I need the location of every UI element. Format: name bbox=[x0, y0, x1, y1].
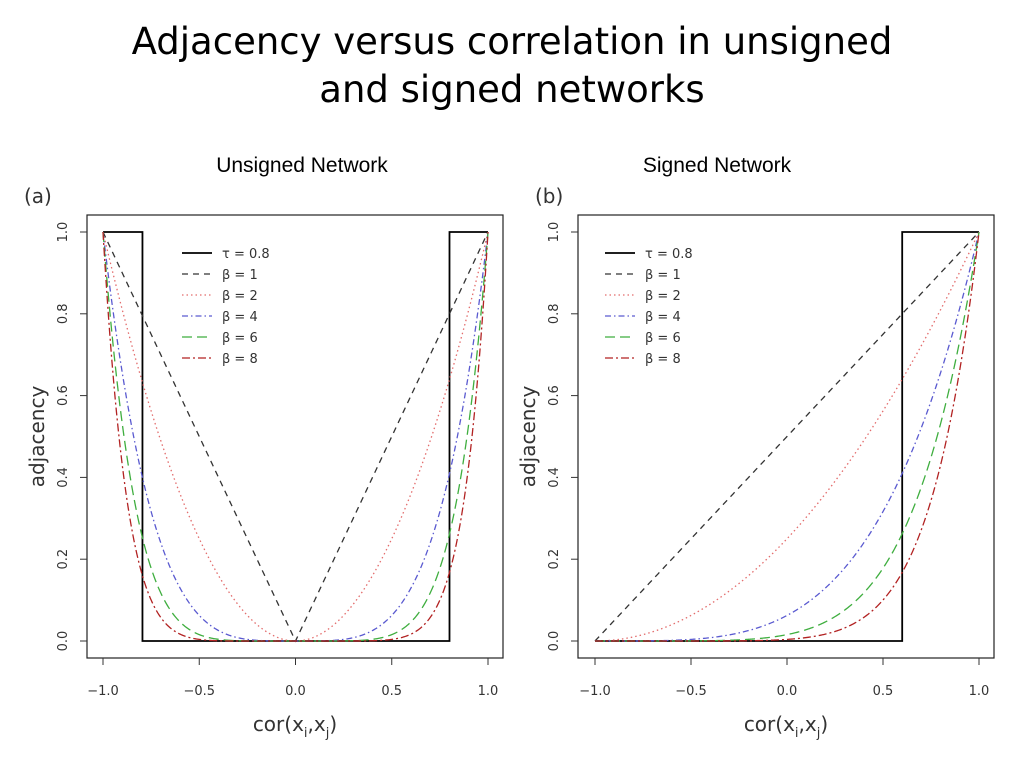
series-line-2 bbox=[595, 231, 980, 642]
y-tick-label: 0.6 bbox=[547, 385, 562, 406]
legend-label-1: β = 1 bbox=[645, 268, 681, 283]
x-tick-label: 0.0 bbox=[285, 684, 306, 699]
series-line-4 bbox=[102, 231, 489, 642]
legend-label-2: β = 2 bbox=[222, 289, 258, 304]
x-tick-label: −0.5 bbox=[183, 684, 215, 699]
chart-panel-0: (a) −1.0 −0.5 0.0 0.5 1.0 0.0 0.2 0.4 0.6 0.8 1.0 co… bbox=[24, 184, 504, 741]
y-tick-label: 0.8 bbox=[56, 303, 71, 324]
x-axis-label: cor(xi,xj) bbox=[744, 712, 828, 741]
slide-title-line-2: and signed networks bbox=[319, 68, 705, 111]
y-tick-label: 0.8 bbox=[547, 303, 562, 324]
y-tick-label: 0.2 bbox=[547, 549, 562, 570]
y-tick-label: 1.0 bbox=[56, 222, 71, 243]
legend-label-5: β = 8 bbox=[222, 352, 258, 367]
series-line-1 bbox=[594, 231, 980, 642]
legend-label-2: β = 2 bbox=[645, 289, 681, 304]
y-tick-label: 0.0 bbox=[547, 631, 562, 652]
series-line-5 bbox=[102, 231, 489, 642]
y-axis-label: adjacency bbox=[25, 386, 49, 488]
x-axis-label: cor(xi,xj) bbox=[253, 712, 337, 741]
x-tick-label: −1.0 bbox=[87, 684, 119, 699]
plot-frame bbox=[86, 214, 504, 659]
series-line-1 bbox=[102, 231, 489, 643]
y-tick-label: 0.0 bbox=[56, 631, 71, 652]
x-tick-label: 0.5 bbox=[873, 684, 894, 699]
x-tick-label: 0.5 bbox=[381, 684, 402, 699]
y-tick-label: 0.4 bbox=[56, 467, 71, 488]
y-tick-label: 1.0 bbox=[547, 222, 562, 243]
legend-label-4: β = 6 bbox=[645, 331, 681, 346]
legend-label-3: β = 4 bbox=[645, 310, 681, 325]
slide-title: Adjacency versus correlation in unsigned… bbox=[0, 18, 1024, 114]
x-tick-label: −0.5 bbox=[675, 684, 707, 699]
x-tick-label: 1.0 bbox=[478, 684, 499, 699]
x-tick-label: 1.0 bbox=[969, 684, 990, 699]
legend-label-0: τ = 0.8 bbox=[222, 247, 270, 262]
y-tick-label: 0.2 bbox=[56, 549, 71, 570]
chart-panel-1: (b) −1.0 −0.5 0.0 0.5 1.0 0.0 0.2 0.4 0.6 0.8 1.0 co… bbox=[516, 184, 995, 741]
legend-label-3: β = 4 bbox=[222, 310, 258, 325]
series-line-0 bbox=[103, 231, 488, 642]
x-tick-label: 0.0 bbox=[777, 684, 798, 699]
panel-letter: (b) bbox=[535, 184, 563, 208]
legend-label-1: β = 1 bbox=[222, 268, 258, 283]
legend-label-4: β = 6 bbox=[222, 331, 258, 346]
series-line-3 bbox=[102, 231, 489, 642]
y-tick-label: 0.4 bbox=[547, 467, 562, 488]
series-line-2 bbox=[102, 231, 489, 642]
x-tick-label: −1.0 bbox=[579, 684, 611, 699]
signed-network-caption: Signed Network bbox=[642, 154, 792, 177]
unsigned-network-caption: Unsigned Network bbox=[216, 154, 388, 177]
plot-frame bbox=[577, 214, 995, 659]
legend-label-0: τ = 0.8 bbox=[645, 247, 693, 262]
legend-label-5: β = 8 bbox=[645, 352, 681, 367]
slide-title-line-1: Adjacency versus correlation in unsigned bbox=[131, 20, 893, 63]
panel-letter: (a) bbox=[24, 184, 52, 208]
y-tick-label: 0.6 bbox=[56, 385, 71, 406]
y-axis-label: adjacency bbox=[516, 386, 540, 488]
series-line-5 bbox=[595, 231, 980, 642]
